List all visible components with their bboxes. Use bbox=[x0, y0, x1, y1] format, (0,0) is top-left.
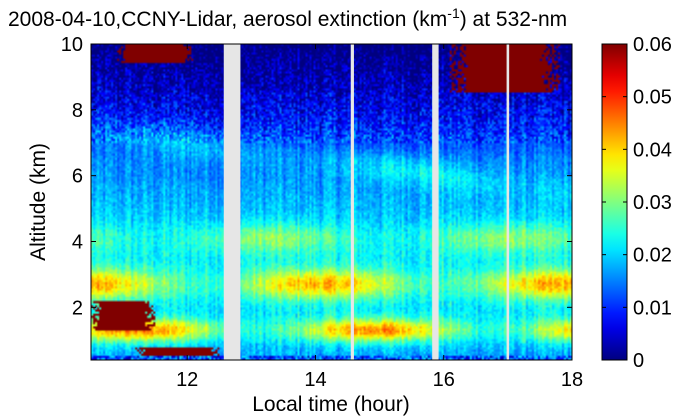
plot-frame bbox=[90, 43, 573, 361]
y-tick-label: 4 bbox=[72, 232, 83, 254]
y-tick-label: 8 bbox=[72, 100, 83, 122]
chart-title-prefix: 2008-04-10,CCNY-Lidar, aerosol extinctio… bbox=[8, 8, 447, 31]
x-tick-label: 14 bbox=[304, 369, 326, 391]
colorbar: 0 0.01 0.02 0.03 0.04 0.05 0.06 bbox=[601, 34, 672, 372]
x-axis: 12 14 16 18 bbox=[176, 44, 583, 391]
plot-area bbox=[90, 43, 573, 361]
x-tick-label: 18 bbox=[561, 369, 583, 391]
colorbar-tick-label: 0 bbox=[633, 350, 644, 372]
colorbar-tick-label: 0.06 bbox=[633, 34, 672, 56]
data-gaps bbox=[223, 44, 510, 360]
y-tick-label: 6 bbox=[72, 166, 83, 188]
colorbar-tick-label: 0.01 bbox=[633, 297, 672, 319]
chart-title-superscript: -1 bbox=[447, 5, 460, 21]
y-axis-label: Altitude (km) bbox=[27, 143, 50, 261]
colorbar-tick-label: 0.02 bbox=[633, 245, 672, 267]
y-tick-label: 10 bbox=[61, 34, 83, 56]
x-tick-label: 12 bbox=[176, 369, 198, 391]
colorbar-ticks: 0 0.01 0.02 0.03 0.04 0.05 0.06 bbox=[602, 34, 672, 372]
data-gap bbox=[432, 44, 439, 360]
colorbar-tick-label: 0.03 bbox=[633, 192, 672, 214]
chart-title-suffix: ) at 532-nm bbox=[460, 8, 567, 31]
y-tick-label: 2 bbox=[72, 297, 83, 319]
x-axis-label: Local time (hour) bbox=[252, 393, 410, 416]
extinction-heatmap bbox=[91, 44, 572, 360]
x-tick-label: 16 bbox=[433, 369, 455, 391]
colorbar-tick-label: 0.04 bbox=[633, 139, 672, 161]
colorbar-tick-label: 0.05 bbox=[633, 87, 672, 109]
data-gap bbox=[350, 44, 354, 360]
chart-title: 2008-04-10,CCNY-Lidar, aerosol extinctio… bbox=[8, 5, 567, 31]
data-gap bbox=[223, 44, 241, 360]
y-axis: 2 4 6 8 10 bbox=[61, 34, 572, 319]
data-gap bbox=[506, 44, 510, 360]
